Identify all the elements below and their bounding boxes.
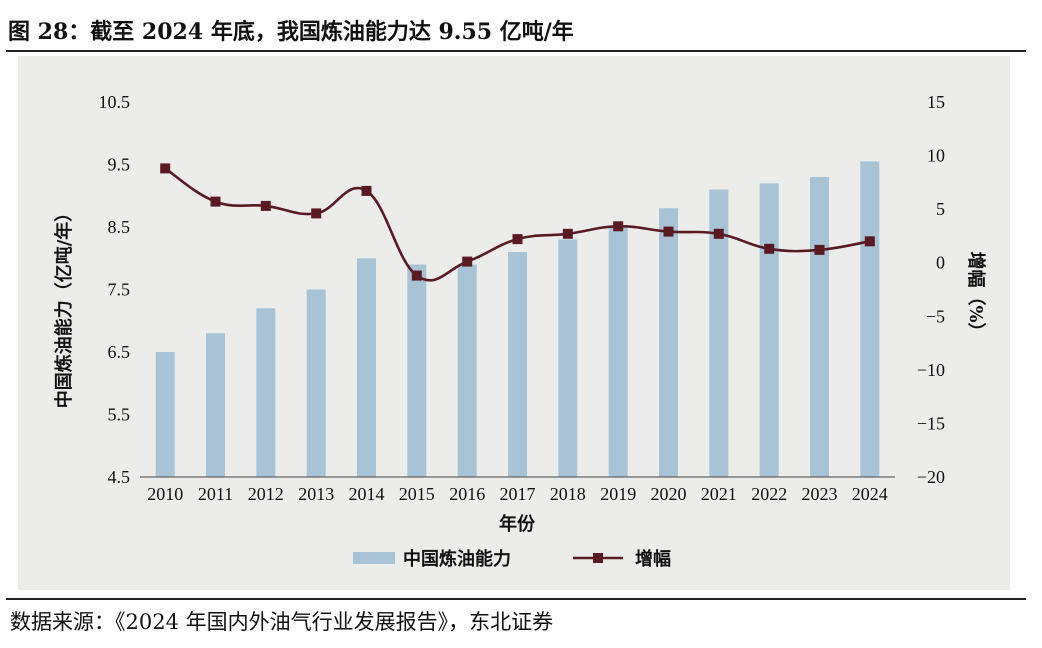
bar-2024 <box>860 161 880 477</box>
source-note: 数据来源：《2024 年国内外油气行业发展报告》，东北证券 <box>10 610 554 634</box>
bar-2017 <box>508 252 527 477</box>
bar-2022 <box>759 183 779 478</box>
right-axis-ticks: −20 −15 −10 −5 0 5 10 15 <box>917 92 945 487</box>
bar-2012 <box>256 308 276 478</box>
left-axis-ticks: 4.5 5.5 6.5 7.5 8.5 9.5 10.5 <box>99 92 131 487</box>
x-tick-label: 2015 <box>399 484 435 504</box>
x-tick-label: 2012 <box>248 484 284 504</box>
bar-2014 <box>357 258 376 478</box>
left-tick-label: 8.5 <box>108 217 131 237</box>
left-tick-label: 4.5 <box>108 467 131 487</box>
chart-panel: 4.5 5.5 6.5 7.5 8.5 9.5 10.5 −20 −15 −10 −5 0 5 10 15… <box>18 56 1010 590</box>
growth-point-2024 <box>864 236 875 247</box>
x-tick-label: 2023 <box>802 484 838 504</box>
x-axis-label: 年份 <box>499 513 536 535</box>
x-tick-label: 2013 <box>298 484 334 504</box>
growth-point-2018 <box>562 228 573 239</box>
line-layer <box>160 163 875 282</box>
left-tick-label: 6.5 <box>108 342 131 362</box>
right-tick-label: 0 <box>936 253 945 273</box>
growth-point-2014 <box>361 185 372 196</box>
x-tick-label: 2016 <box>449 484 485 504</box>
x-tick-label: 2010 <box>147 484 183 504</box>
x-tick-label: 2024 <box>852 484 888 504</box>
right-tick-label: 10 <box>927 146 945 166</box>
left-tick-label: 5.5 <box>108 405 131 425</box>
bar-2013 <box>306 289 326 477</box>
growth-point-2010 <box>160 163 171 174</box>
right-tick-label: −20 <box>917 467 945 487</box>
right-tick-label: 5 <box>936 199 945 219</box>
bar-2011 <box>206 333 225 478</box>
growth-point-2013 <box>311 208 322 219</box>
left-tick-label: 10.5 <box>99 92 131 112</box>
bar-2021 <box>709 189 729 477</box>
x-tick-label: 2011 <box>198 484 233 504</box>
growth-point-2022 <box>764 243 775 254</box>
growth-point-2016 <box>462 256 473 267</box>
bar-2010 <box>155 352 175 477</box>
x-tick-label: 2022 <box>751 484 787 504</box>
legend: 中国炼油能力 增幅 <box>353 548 671 570</box>
bar-2019 <box>608 227 628 477</box>
legend-bar-label: 中国炼油能力 <box>403 548 511 570</box>
bottom-rule <box>6 598 1026 600</box>
bar-2020 <box>659 208 678 477</box>
left-tick-label: 9.5 <box>108 155 131 175</box>
bar-2015 <box>407 264 427 477</box>
left-tick-label: 7.5 <box>108 280 131 300</box>
x-tick-label: 2020 <box>651 484 687 504</box>
right-tick-label: −15 <box>917 413 945 433</box>
x-tick-label: 2014 <box>349 484 385 504</box>
growth-point-2015 <box>411 270 422 281</box>
growth-point-2020 <box>663 226 674 237</box>
bar-2018 <box>558 239 578 477</box>
right-tick-label: 15 <box>927 92 945 112</box>
top-rule <box>6 50 1026 52</box>
x-tick-label: 2019 <box>600 484 636 504</box>
bars-layer <box>155 161 880 478</box>
growth-point-2019 <box>613 221 624 232</box>
right-axis-label: 增幅（%） <box>965 251 987 340</box>
right-tick-label: −10 <box>917 360 945 380</box>
chart-svg: 4.5 5.5 6.5 7.5 8.5 9.5 10.5 −20 −15 −10 −5 0 5 10 15… <box>53 92 987 570</box>
growth-point-2012 <box>260 200 271 211</box>
bar-2023 <box>810 177 829 477</box>
legend-line-label: 增幅 <box>635 548 671 570</box>
growth-point-2023 <box>814 244 825 255</box>
growth-point-2017 <box>512 234 523 245</box>
x-tick-label: 2021 <box>701 484 737 504</box>
legend-line-marker <box>593 553 603 563</box>
left-axis-label: 中国炼油能力（亿吨/年） <box>53 204 75 409</box>
growth-line <box>164 167 871 282</box>
x-axis-ticks: 2010 2011 2012 2013 2014 2015 2016 2017 2018 2019… <box>147 484 888 504</box>
right-tick-label: −5 <box>926 306 945 326</box>
bar-2016 <box>457 264 477 477</box>
legend-bar-swatch <box>353 552 395 564</box>
x-tick-label: 2017 <box>500 484 536 504</box>
growth-point-2011 <box>210 196 221 207</box>
x-tick-label: 2018 <box>550 484 586 504</box>
growth-point-2021 <box>713 228 724 239</box>
figure-title: 图 28：截至 2024 年底，我国炼油能力达 9.55 亿吨/年 <box>8 19 574 45</box>
